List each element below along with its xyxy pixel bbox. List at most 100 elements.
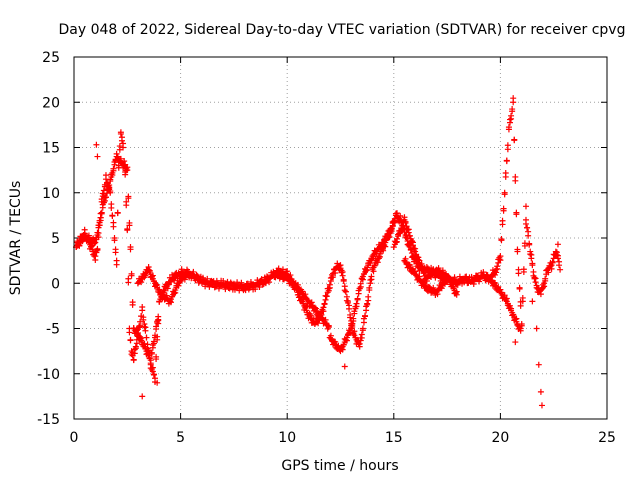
data-point bbox=[514, 246, 521, 253]
data-point bbox=[109, 172, 116, 179]
data-point bbox=[350, 331, 357, 338]
data-point bbox=[358, 334, 365, 341]
data-point bbox=[252, 286, 259, 293]
data-point bbox=[247, 278, 254, 285]
data-point bbox=[193, 271, 200, 278]
data-point bbox=[548, 265, 555, 272]
data-point bbox=[376, 253, 383, 260]
data-point bbox=[164, 285, 171, 292]
data-point bbox=[497, 286, 504, 293]
data-point bbox=[401, 214, 408, 221]
data-point bbox=[141, 323, 148, 330]
data-point bbox=[92, 257, 99, 264]
data-point bbox=[497, 257, 504, 264]
data-point bbox=[199, 274, 206, 281]
data-point bbox=[402, 218, 409, 225]
data-point bbox=[142, 344, 149, 351]
data-point bbox=[365, 297, 372, 304]
y-tick-labels: -15 -10 -5 0 5 10 15 20 25 bbox=[37, 50, 60, 428]
data-point bbox=[110, 219, 117, 226]
data-point bbox=[463, 273, 470, 280]
data-point bbox=[327, 332, 334, 339]
data-point bbox=[406, 232, 413, 239]
data-point bbox=[425, 283, 432, 290]
data-point bbox=[171, 290, 178, 297]
data-point bbox=[522, 203, 529, 210]
data-point bbox=[537, 388, 544, 395]
plot-frame bbox=[73, 56, 608, 420]
data-point bbox=[476, 278, 483, 285]
data-point bbox=[511, 137, 518, 144]
data-point bbox=[133, 327, 140, 334]
data-point bbox=[502, 169, 509, 176]
data-point bbox=[346, 302, 353, 309]
data-point bbox=[93, 141, 100, 148]
data-point bbox=[390, 244, 397, 251]
data-point bbox=[256, 284, 263, 291]
data-point bbox=[522, 220, 529, 227]
data-point bbox=[397, 229, 404, 236]
data-point bbox=[445, 273, 452, 280]
y-tick-label: 5 bbox=[51, 231, 60, 247]
data-point bbox=[341, 287, 348, 294]
x-tick-label: 15 bbox=[385, 430, 403, 446]
data-point bbox=[446, 274, 453, 281]
data-point bbox=[443, 278, 450, 285]
data-point bbox=[389, 220, 396, 227]
data-point bbox=[238, 279, 245, 286]
data-point bbox=[503, 295, 510, 302]
data-point bbox=[349, 322, 356, 329]
data-point bbox=[397, 212, 404, 219]
data-point bbox=[155, 316, 162, 323]
data-point bbox=[114, 209, 121, 216]
data-point bbox=[500, 207, 507, 214]
data-point bbox=[308, 299, 315, 306]
data-point bbox=[204, 275, 211, 282]
data-point bbox=[138, 279, 145, 286]
data-point bbox=[515, 270, 522, 277]
data-point bbox=[364, 267, 371, 274]
data-point bbox=[419, 264, 426, 271]
data-point bbox=[508, 305, 515, 312]
data-point bbox=[363, 267, 370, 274]
data-point bbox=[254, 277, 261, 284]
data-point bbox=[149, 272, 156, 279]
data-point bbox=[450, 283, 457, 290]
data-point bbox=[520, 266, 527, 273]
data-point bbox=[222, 286, 229, 293]
data-point bbox=[148, 349, 155, 356]
data-point bbox=[128, 270, 135, 277]
data-point bbox=[366, 284, 373, 291]
data-point bbox=[492, 279, 499, 286]
data-point bbox=[528, 251, 535, 258]
data-point bbox=[371, 262, 378, 269]
data-point bbox=[142, 324, 149, 331]
data-point bbox=[393, 238, 400, 245]
data-point bbox=[98, 196, 105, 203]
data-point bbox=[412, 245, 419, 252]
data-point bbox=[423, 277, 430, 284]
data-point bbox=[125, 195, 132, 202]
data-point bbox=[279, 266, 286, 273]
data-point bbox=[127, 337, 134, 344]
data-point bbox=[156, 298, 163, 305]
data-point bbox=[93, 236, 100, 243]
data-point bbox=[510, 311, 517, 318]
data-point bbox=[150, 371, 157, 378]
data-point bbox=[409, 239, 416, 246]
data-point bbox=[126, 222, 133, 229]
data-point bbox=[112, 249, 119, 256]
data-point bbox=[116, 143, 123, 150]
x-tick-label: 20 bbox=[491, 430, 509, 446]
data-series-sdtvar bbox=[73, 95, 564, 409]
data-point bbox=[274, 268, 281, 275]
data-point bbox=[311, 304, 318, 311]
data-point bbox=[100, 190, 107, 197]
data-point bbox=[343, 337, 350, 344]
data-point bbox=[532, 275, 539, 282]
data-point bbox=[185, 272, 192, 279]
data-point bbox=[154, 379, 161, 386]
data-point bbox=[159, 289, 166, 296]
data-point bbox=[139, 303, 146, 310]
data-point bbox=[527, 251, 534, 258]
